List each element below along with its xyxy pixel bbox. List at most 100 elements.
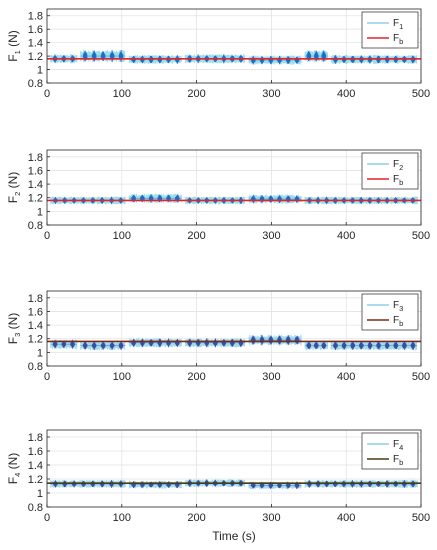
plot-area — [47, 150, 421, 225]
x-tick-label: 500 — [412, 371, 430, 383]
y-tick-label: 1 — [37, 347, 43, 359]
legend-box — [361, 152, 419, 190]
y-axis-label: F4 (N) — [6, 453, 22, 485]
y-tick-label: 1.6 — [28, 446, 43, 458]
y-tick-label: 1.2 — [28, 193, 43, 205]
legend-entry: Fb — [393, 33, 403, 46]
y-axis-label-unit: (N) — [6, 313, 20, 333]
legend-box — [361, 432, 419, 470]
legend-entry-sub: b — [399, 319, 403, 328]
y-tick-label: 1.4 — [28, 320, 43, 332]
legend-box — [361, 11, 419, 49]
y-tick-label: 1 — [37, 65, 43, 77]
y-axis-label: F1 (N) — [6, 30, 22, 62]
y-tick-label: 1 — [37, 488, 43, 500]
x-tick-label: 0 — [44, 88, 50, 100]
x-tick-label: 200 — [187, 88, 205, 100]
legend-entry-main: F — [393, 159, 399, 170]
legend-entry-sub: b — [399, 37, 403, 46]
y-tick-label: 1.8 — [28, 152, 43, 164]
y-tick-label: 1.8 — [28, 293, 43, 305]
x-tick-label: 500 — [412, 230, 430, 242]
legend-entry-sub: 3 — [399, 304, 403, 313]
x-tick-label: 200 — [187, 512, 205, 524]
legend-entry-main: F — [393, 454, 399, 465]
y-axis-label-sub: 4 — [13, 473, 22, 477]
legend-entry-sub: 1 — [399, 22, 403, 31]
y-tick-label: 1.4 — [28, 460, 43, 472]
y-axis-label: F3 (N) — [6, 313, 22, 345]
y-tick-label: 0.8 — [28, 78, 43, 90]
legend-entry-main: F — [393, 33, 399, 44]
legend-entry: Fb — [393, 454, 403, 467]
x-tick-label: 100 — [113, 371, 131, 383]
x-tick-label: 0 — [44, 371, 50, 383]
x-tick-label: 300 — [262, 230, 280, 242]
y-tick-label: 1.6 — [28, 306, 43, 318]
legend-entry-sub: 2 — [399, 163, 403, 172]
y-tick-label: 0.8 — [28, 220, 43, 232]
legend-entry: Fb — [393, 315, 403, 328]
plot-area — [47, 430, 421, 507]
legend-box — [361, 293, 419, 331]
x-tick-label: 400 — [337, 230, 355, 242]
y-axis-label-main: F — [6, 54, 20, 61]
y-axis-label: F2 (N) — [6, 172, 22, 204]
y-axis-label-main: F — [6, 196, 20, 203]
x-tick-label: 200 — [187, 371, 205, 383]
axes-box — [46, 429, 422, 508]
x-tick-label: 500 — [412, 88, 430, 100]
y-tick-label: 1.2 — [28, 51, 43, 63]
legend-entry-main: F — [393, 439, 399, 450]
plot-area — [47, 9, 421, 83]
plot-area — [47, 291, 421, 366]
y-tick-label: 1.8 — [28, 432, 43, 444]
axes-box — [46, 149, 422, 226]
x-tick-label: 300 — [262, 371, 280, 383]
y-tick-label: 1.2 — [28, 474, 43, 486]
y-tick-label: 1.6 — [28, 24, 43, 36]
x-axis-label: Time (s) — [212, 529, 256, 543]
legend-entry-main: F — [393, 174, 399, 185]
y-tick-label: 1.2 — [28, 334, 43, 346]
legend-entry-main: F — [393, 300, 399, 311]
x-tick-label: 100 — [113, 512, 131, 524]
y-axis-label-unit: (N) — [6, 453, 20, 473]
x-tick-label: 300 — [262, 88, 280, 100]
y-tick-label: 0.8 — [28, 361, 43, 373]
legend-entry-sub: b — [399, 458, 403, 467]
x-tick-label: 400 — [337, 88, 355, 100]
legend-entry: F2 — [393, 159, 403, 172]
legend-entry-main: F — [393, 18, 399, 29]
x-tick-label: 200 — [187, 230, 205, 242]
y-axis-label-sub: 3 — [13, 333, 22, 337]
series-f3 — [50, 334, 418, 351]
y-tick-label: 1.4 — [28, 179, 43, 191]
x-tick-label: 400 — [337, 512, 355, 524]
y-tick-label: 1.8 — [28, 11, 43, 23]
x-tick-label: 400 — [337, 371, 355, 383]
y-tick-label: 1.6 — [28, 165, 43, 177]
legend-entry: Fb — [393, 174, 403, 187]
legend-entry: F4 — [393, 439, 403, 452]
x-tick-label: 100 — [113, 88, 131, 100]
x-tick-label: 0 — [44, 512, 50, 524]
y-tick-label: 1 — [37, 206, 43, 218]
legend-entry: F1 — [393, 18, 403, 31]
x-tick-label: 300 — [262, 512, 280, 524]
y-axis-label-main: F — [6, 477, 20, 484]
x-tick-label: 0 — [44, 230, 50, 242]
legend: F3 Fb — [361, 293, 419, 331]
legend-entry-sub: 4 — [399, 443, 403, 452]
y-tick-label: 0.8 — [28, 502, 43, 514]
y-axis-label-unit: (N) — [6, 172, 20, 192]
legend-entry-sub: b — [399, 178, 403, 187]
y-axis-label-sub: 1 — [13, 50, 22, 54]
